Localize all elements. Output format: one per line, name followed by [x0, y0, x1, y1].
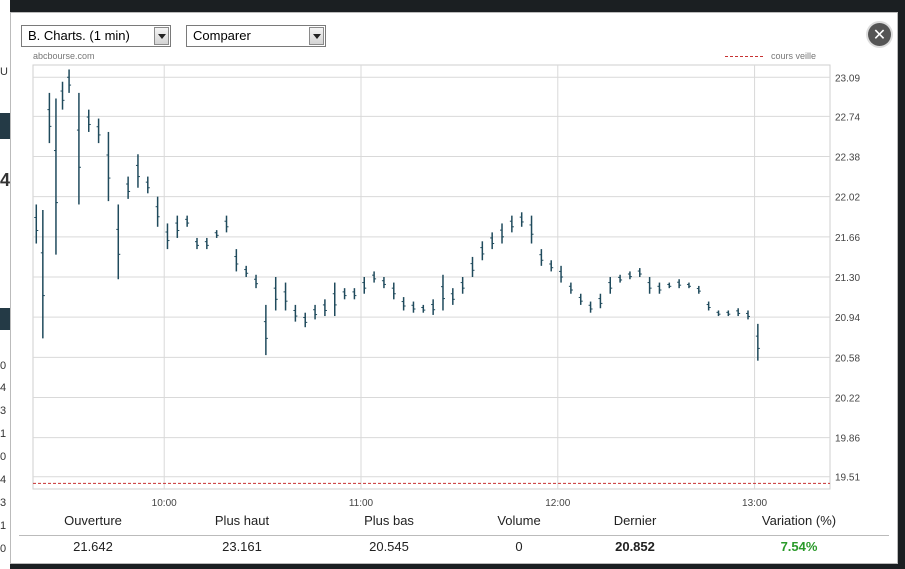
- value-volume: 0: [515, 539, 523, 554]
- price-chart: 23.09 22.74 22.38 22.02 21.66 21.30 20.94 20.58…: [32, 64, 860, 509]
- close-icon[interactable]: ✕: [868, 23, 891, 46]
- x-tick-label: 10:00: [152, 498, 177, 509]
- y-tick-label: 19.51: [835, 473, 860, 484]
- y-tick-label: 21.30: [835, 273, 860, 284]
- stats-table: Ouverture Plus haut Plus bas Volume Dern…: [19, 513, 889, 557]
- compare-select[interactable]: Comparer: [186, 25, 326, 47]
- value-dernier: 20.852: [615, 539, 655, 554]
- background-band: [0, 308, 10, 330]
- x-tick-label: 13:00: [742, 498, 767, 509]
- stats-header-row: Ouverture Plus haut Plus bas Volume Dern…: [19, 513, 889, 535]
- stats-value-row: 21.642 23.161 20.545 0 20.852 7.54%: [19, 535, 889, 557]
- y-tick-label: 20.58: [835, 353, 860, 364]
- value-plus-bas: 20.545: [369, 539, 409, 554]
- header-volume: Volume: [497, 513, 541, 528]
- chevron-down-icon[interactable]: [154, 27, 169, 45]
- header-plus-haut: Plus haut: [214, 513, 270, 528]
- header-dernier: Dernier: [613, 513, 657, 528]
- compare-value: Comparer: [193, 28, 251, 43]
- y-tick-label: 20.22: [835, 394, 860, 405]
- chart-type-select[interactable]: B. Charts. (1 min): [21, 25, 171, 47]
- y-tick-label: 20.94: [835, 313, 860, 324]
- chart-type-value: B. Charts. (1 min): [28, 28, 130, 43]
- value-variation: 7.54%: [780, 539, 818, 554]
- source-label: abcbourse.com: [33, 51, 95, 61]
- prev-close-swatch: [725, 56, 763, 58]
- header-plus-bas: Plus bas: [364, 513, 414, 528]
- x-tick-label: 11:00: [349, 498, 374, 509]
- background-band: [0, 113, 10, 139]
- chart-legend: cours veille: [725, 51, 816, 61]
- x-tick-label: 12:00: [545, 498, 570, 509]
- chart-modal: B. Charts. (1 min) Comparer ✕ 23.09 22.74…: [10, 12, 898, 564]
- y-tick-label: 22.38: [835, 152, 860, 163]
- y-tick-label: 19.86: [835, 434, 860, 445]
- divider: [19, 535, 889, 536]
- y-tick-label: 22.02: [835, 193, 860, 204]
- legend-label: cours veille: [771, 51, 817, 61]
- y-tick-label: 22.74: [835, 112, 860, 123]
- chevron-down-icon[interactable]: [309, 27, 324, 45]
- y-tick-label: 21.66: [835, 233, 860, 244]
- header-ouverture: Ouverture: [64, 513, 122, 528]
- value-ouverture: 21.642: [73, 539, 113, 554]
- value-plus-haut: 23.161: [222, 539, 262, 554]
- header-variation: Variation (%): [761, 513, 837, 528]
- y-tick-label: 23.09: [835, 73, 860, 84]
